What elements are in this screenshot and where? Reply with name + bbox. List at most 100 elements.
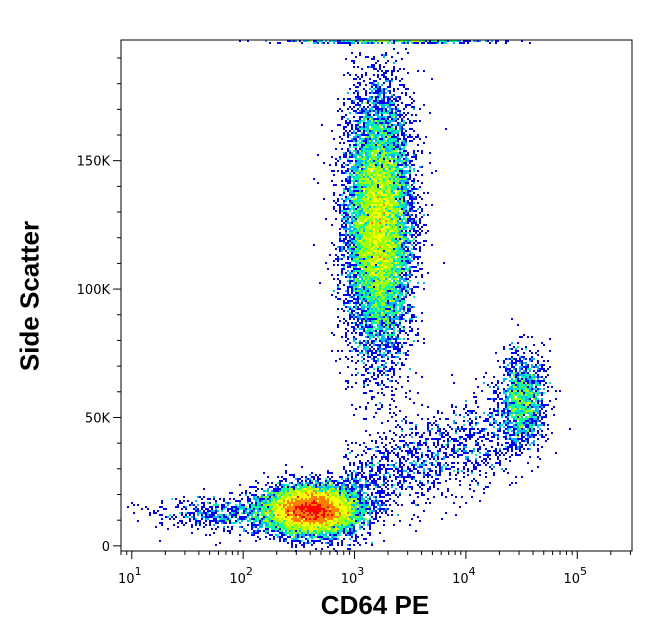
density-bin <box>363 538 365 540</box>
density-bin <box>359 234 361 236</box>
density-bin <box>343 318 345 320</box>
density-bin <box>339 518 341 520</box>
density-bin <box>327 514 329 516</box>
density-bin <box>367 174 369 176</box>
density-bin <box>387 248 389 250</box>
density-bin <box>189 512 191 514</box>
density-bin <box>313 530 315 532</box>
density-bin <box>405 290 407 292</box>
density-bin <box>263 472 265 474</box>
density-bin <box>393 286 395 288</box>
density-bin <box>365 274 367 276</box>
density-bin <box>357 498 359 500</box>
density-bin <box>377 130 379 132</box>
density-bin <box>359 206 361 208</box>
density-bin <box>385 316 387 318</box>
density-bin <box>363 218 365 220</box>
density-bin <box>371 272 373 274</box>
density-bin <box>255 508 257 510</box>
density-bin <box>383 354 385 356</box>
density-bin <box>371 260 373 262</box>
density-bin <box>375 248 377 250</box>
density-bin <box>365 112 367 114</box>
density-bin <box>355 350 357 352</box>
density-bin <box>315 500 317 502</box>
density-bin <box>341 488 343 490</box>
density-bin <box>389 248 391 250</box>
density-bin <box>305 486 307 488</box>
density-bin <box>375 196 377 198</box>
density-bin <box>241 512 243 514</box>
density-bin <box>255 486 257 488</box>
density-bin <box>185 512 187 514</box>
density-bin <box>383 198 385 200</box>
density-bin <box>393 192 395 194</box>
density-bin <box>389 302 391 304</box>
density-bin <box>353 294 355 296</box>
density-bin <box>361 182 363 184</box>
density-bin <box>219 498 221 500</box>
density-bin <box>391 222 393 224</box>
density-bin <box>347 220 349 222</box>
density-bin <box>337 482 339 484</box>
density-bin <box>311 544 313 546</box>
density-bin <box>385 236 387 238</box>
density-bin <box>329 500 331 502</box>
density-bin <box>403 212 405 214</box>
density-bin <box>395 380 397 382</box>
density-bin <box>271 494 273 496</box>
density-bin <box>355 194 357 196</box>
density-bin <box>311 528 313 530</box>
density-bin <box>213 516 215 518</box>
density-bin <box>373 234 375 236</box>
density-bin <box>363 486 365 488</box>
density-bin <box>319 514 321 516</box>
density-bin <box>405 190 407 192</box>
density-bin <box>375 164 377 166</box>
density-bin <box>255 530 257 532</box>
density-bin <box>289 520 291 522</box>
density-bin <box>357 250 359 252</box>
density-bin <box>351 512 353 514</box>
density-bin <box>349 314 351 316</box>
density-bin <box>387 126 389 128</box>
density-bin <box>291 534 293 536</box>
density-bin <box>379 100 381 102</box>
density-bin <box>321 522 323 524</box>
density-bin <box>353 316 355 318</box>
density-bin <box>393 300 395 302</box>
density-bin <box>385 386 387 388</box>
density-bin <box>349 514 351 516</box>
density-bin <box>269 522 271 524</box>
density-bin <box>371 132 373 134</box>
density-bin <box>205 516 207 518</box>
density-bin <box>401 290 403 292</box>
density-bin <box>321 528 323 530</box>
density-bin <box>379 190 381 192</box>
density-bin <box>413 170 415 172</box>
density-bin <box>377 188 379 190</box>
density-bin <box>391 262 393 264</box>
density-bin <box>369 210 371 212</box>
density-bin <box>411 128 413 130</box>
density-bin <box>345 178 347 180</box>
density-bin <box>347 264 349 266</box>
density-bin <box>303 542 305 544</box>
density-bin <box>297 526 299 528</box>
density-bin <box>369 270 371 272</box>
density-bin <box>373 326 375 328</box>
density-bin <box>375 304 377 306</box>
density-bin <box>253 496 255 498</box>
density-bin <box>393 232 395 234</box>
density-bin <box>395 196 397 198</box>
density-bin <box>379 274 381 276</box>
density-bin <box>389 82 391 84</box>
density-bin <box>397 352 399 354</box>
density-bin <box>361 300 363 302</box>
density-bin <box>339 508 341 510</box>
density-bin <box>319 518 321 520</box>
density-bin <box>365 166 367 168</box>
density-bin <box>315 480 317 482</box>
density-bin <box>391 190 393 192</box>
density-bin <box>299 486 301 488</box>
